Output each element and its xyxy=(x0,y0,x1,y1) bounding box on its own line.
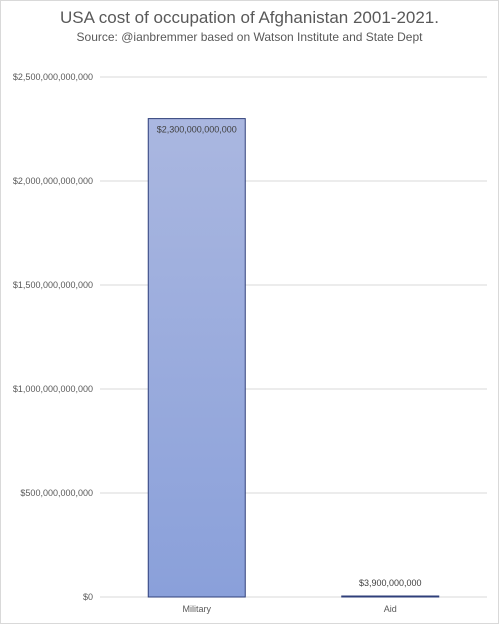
data-label-military: $2,300,000,000,000 xyxy=(157,125,237,135)
chart-title: USA cost of occupation of Afghanistan 20… xyxy=(60,8,439,27)
y-tick-label: $2,500,000,000,000 xyxy=(13,72,93,82)
x-category-label: Aid xyxy=(384,604,397,614)
bar-military xyxy=(147,118,246,598)
chart-subtitle: Source: @ianbremmer based on Watson Inst… xyxy=(76,30,423,44)
y-tick-label: $1,500,000,000,000 xyxy=(13,280,93,290)
bar-aid xyxy=(341,595,440,598)
bars xyxy=(147,118,440,598)
data-labels: $2,300,000,000,000 $3,900,000,000 xyxy=(157,125,422,588)
x-axis-categories: Military Aid xyxy=(183,604,397,614)
y-tick-label: $1,000,000,000,000 xyxy=(13,384,93,394)
data-label-aid: $3,900,000,000 xyxy=(359,578,422,588)
y-tick-label: $500,000,000,000 xyxy=(20,488,93,498)
y-axis-ticks: $0 $500,000,000,000 $1,000,000,000,000 $1,5… xyxy=(13,72,93,602)
y-tick-label: $2,000,000,000,000 xyxy=(13,176,93,186)
x-category-label: Military xyxy=(183,604,212,614)
y-tick-label: $0 xyxy=(83,592,93,602)
